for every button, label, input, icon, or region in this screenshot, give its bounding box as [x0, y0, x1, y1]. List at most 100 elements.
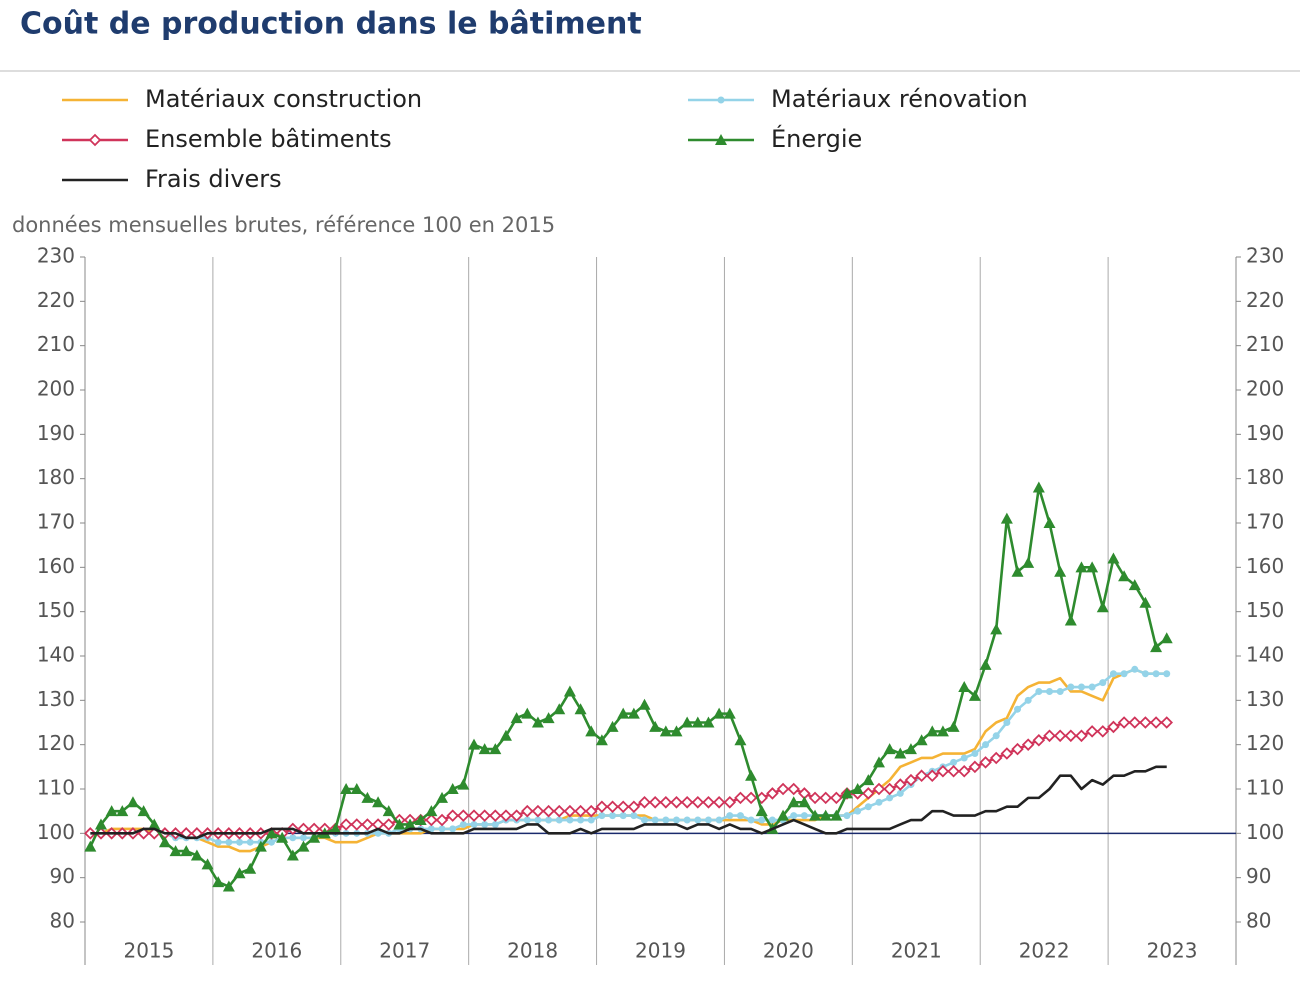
y2-tick-label: 160: [1246, 554, 1284, 578]
y-tick-label: 180: [37, 465, 75, 489]
point: [936, 725, 949, 737]
point: [1003, 719, 1011, 726]
point: [691, 796, 705, 809]
y2-tick-label: 180: [1246, 465, 1284, 489]
point: [1043, 729, 1056, 743]
point: [1011, 742, 1024, 756]
point: [777, 809, 790, 821]
point: [896, 789, 904, 797]
point: [531, 716, 544, 728]
point: [289, 834, 297, 842]
point: [478, 743, 491, 755]
y-tick-label: 80: [50, 909, 75, 933]
point: [800, 812, 808, 820]
y-tick-label: 150: [37, 598, 75, 622]
point: [1150, 641, 1163, 653]
point: [595, 800, 609, 814]
point: [1043, 517, 1056, 528]
point: [819, 791, 832, 805]
point: [481, 820, 489, 828]
point: [1152, 670, 1160, 678]
point: [1160, 632, 1173, 644]
point: [276, 831, 289, 843]
point: [1075, 729, 1088, 743]
point: [651, 816, 659, 824]
point: [84, 840, 97, 852]
y-tick-label: 230: [37, 244, 75, 268]
point: [1085, 725, 1099, 738]
point: [545, 816, 553, 824]
point: [1086, 561, 1099, 573]
point: [1107, 720, 1120, 734]
point: [659, 725, 672, 737]
point: [609, 812, 617, 820]
point: [598, 812, 606, 820]
point: [523, 816, 531, 824]
point: [404, 818, 417, 830]
point: [563, 685, 576, 697]
point: [1088, 683, 1096, 691]
point: [1064, 729, 1078, 743]
y2-tick-label: 150: [1246, 598, 1284, 622]
point: [1160, 716, 1174, 729]
point: [467, 738, 480, 750]
point: [1045, 687, 1053, 695]
point: [555, 816, 563, 824]
point: [467, 809, 481, 822]
x-tick-label: 2023: [1147, 939, 1198, 963]
point: [790, 812, 798, 820]
point: [659, 796, 673, 809]
point: [201, 858, 214, 870]
point: [798, 796, 811, 808]
point: [619, 812, 627, 820]
point: [584, 804, 598, 818]
point: [904, 773, 918, 787]
x-tick-label: 2017: [379, 939, 430, 963]
point: [979, 658, 992, 670]
point: [478, 809, 491, 822]
point: [957, 764, 971, 778]
point: [915, 734, 928, 746]
chart-title: Coût de production dans le bâtiment: [20, 7, 642, 42]
point: [577, 816, 585, 824]
point: [361, 791, 374, 803]
y-tick-label: 100: [37, 820, 75, 844]
point: [630, 812, 638, 820]
point: [531, 804, 545, 818]
point: [649, 720, 662, 732]
point: [1064, 614, 1077, 626]
legend-label: Ensemble bâtiments: [145, 125, 392, 153]
point: [747, 816, 755, 824]
point: [491, 820, 499, 828]
point: [1109, 670, 1117, 678]
point: [190, 849, 203, 861]
point: [339, 818, 353, 831]
point: [1021, 738, 1035, 751]
point: [1096, 725, 1110, 738]
point: [681, 716, 694, 728]
point: [212, 876, 225, 888]
point: [606, 800, 619, 814]
point: [297, 840, 310, 852]
point: [553, 703, 566, 715]
point: [457, 809, 470, 822]
point: [1000, 747, 1014, 760]
point: [755, 805, 768, 817]
y-tick-label: 200: [37, 377, 75, 401]
y-tick-label: 140: [37, 643, 75, 667]
point: [979, 756, 992, 769]
point: [715, 816, 723, 824]
legend-label: Énergie: [771, 124, 862, 153]
legend-label: Matériaux construction: [145, 85, 422, 113]
point: [542, 804, 555, 818]
point: [641, 816, 649, 824]
x-tick-label: 2022: [1019, 939, 1070, 963]
point: [886, 794, 894, 802]
series-line: [90, 667, 1167, 853]
point: [489, 743, 502, 755]
point: [244, 862, 257, 874]
point: [1032, 481, 1045, 493]
point: [950, 758, 958, 766]
point: [521, 804, 534, 818]
point: [158, 836, 171, 848]
